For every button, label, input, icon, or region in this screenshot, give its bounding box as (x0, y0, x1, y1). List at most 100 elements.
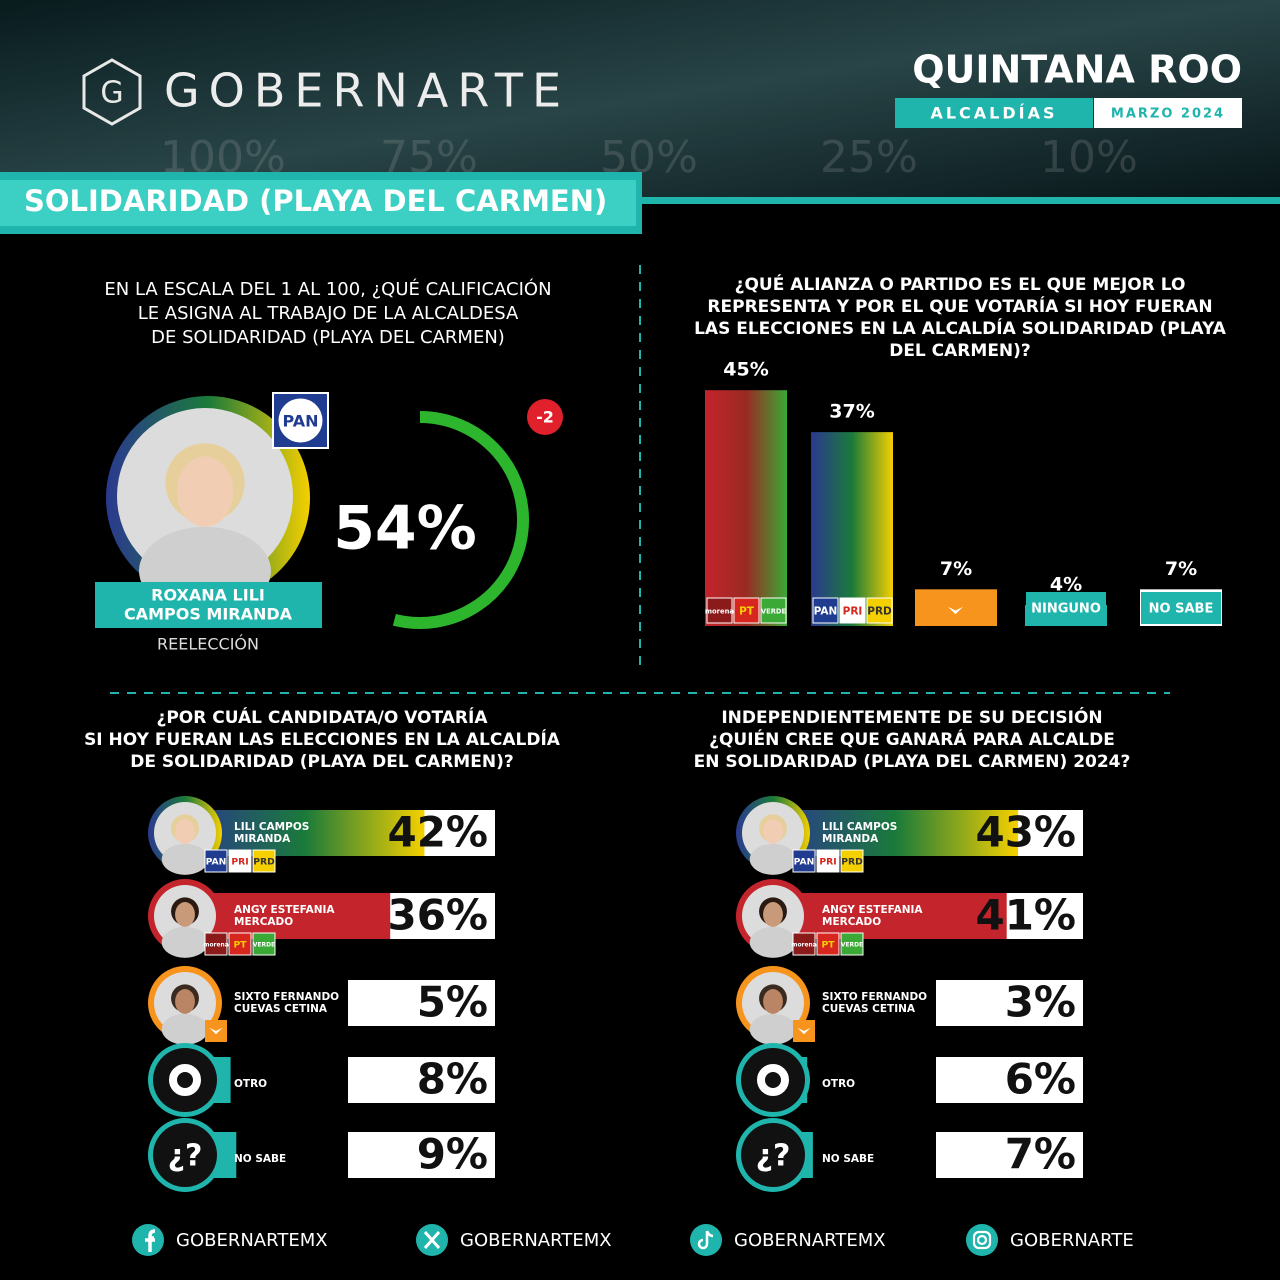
social-glyph (423, 1231, 441, 1249)
candidate-name: SIXTO FERNANDO (822, 991, 927, 1003)
value-label: 45% (723, 359, 768, 381)
bar (811, 432, 893, 626)
candidate-name: LILI CAMPOS (822, 821, 897, 833)
party-label: morena (705, 608, 734, 616)
category-label: NINGUNO (1031, 602, 1101, 617)
approval-value: 54% (333, 494, 477, 564)
photo-face (175, 902, 195, 927)
party-label: PRD (253, 857, 275, 868)
party-label: PT (233, 940, 247, 951)
social-glyph (697, 1230, 714, 1250)
party-emblem (948, 606, 963, 615)
photo-body (161, 843, 209, 875)
category-label: NO SABE (1149, 602, 1214, 617)
value-label: 8% (417, 1055, 488, 1104)
party-badge (252, 849, 276, 873)
question: EN LA ESCALA DEL 1 AL 100, ¿QUÉ CALIFICA… (104, 278, 551, 300)
party-badge (840, 932, 864, 956)
candidate-name: NO SABE (234, 1153, 286, 1165)
header-strip (640, 197, 1280, 204)
party-label: PRD (867, 606, 892, 618)
approval-arc (392, 411, 529, 629)
social-icon (966, 1224, 998, 1256)
avatar (153, 1048, 217, 1112)
party-label: VERDE (253, 942, 275, 949)
party-label: VERDE (841, 942, 863, 949)
candidate-name: MERCADO (822, 916, 881, 928)
other-icon (169, 1064, 201, 1096)
change-badge (527, 399, 563, 435)
chart-title: ¿QUIÉN CREE QUE GANARÁ PARA ALCALDE (709, 728, 1115, 750)
candidate-name: ANGY ESTEFANIA (234, 904, 335, 916)
chart-title: DEL CARMEN)? (889, 341, 1031, 361)
bar (773, 893, 1007, 939)
value-label: 5% (417, 978, 488, 1027)
change: -2 (536, 408, 554, 427)
state: QUINTANA ROO (912, 48, 1242, 92)
value-label: 4% (1050, 574, 1082, 596)
party-label: PRI (819, 857, 836, 868)
bar (773, 810, 1019, 856)
party-label: PRI (231, 857, 248, 868)
category-box (1141, 592, 1221, 624)
party-badge (760, 597, 787, 624)
section-box (895, 98, 1093, 128)
party-label: PRI (843, 606, 863, 618)
party-label: morena (203, 942, 228, 949)
party-badge (204, 849, 228, 873)
social-glyph (972, 1230, 992, 1250)
chart-title: REPRESENTA Y POR EL QUE VOTARÍA SI HOY F… (707, 295, 1212, 317)
party-badge (252, 932, 276, 956)
section: ALCALDÍAS (930, 104, 1057, 123)
party-badge (816, 849, 840, 873)
name-box (95, 582, 322, 628)
candidate-name: CUEVAS CETINA (234, 1003, 328, 1015)
candidate-name: OTRO (234, 1078, 267, 1090)
chart-title: EN SOLIDARIDAD (PLAYA DEL CARMEN) 2024? (694, 752, 1131, 772)
question: LE ASIGNA AL TRABAJO DE LA ALCALDESA (138, 303, 519, 324)
date: MARZO 2024 (1111, 107, 1225, 122)
bar (705, 390, 787, 626)
photo-body (161, 1013, 209, 1045)
municipality: SOLIDARIDAD (PLAYA DEL CARMEN) (24, 184, 607, 218)
party-badge (792, 849, 816, 873)
value-label: 6% (1005, 1055, 1076, 1104)
date-box (1094, 98, 1242, 128)
value-label: 7% (940, 558, 972, 580)
candidate-name: NO SABE (822, 1153, 874, 1165)
social-handle: GOBERNARTEMX (734, 1230, 886, 1251)
social-glyph (145, 1229, 156, 1252)
party-badge (840, 849, 864, 873)
party-badge (792, 932, 816, 956)
avatar (741, 1048, 805, 1112)
party-badge (839, 597, 866, 624)
chart-title: INDEPENDIENTEMENTE DE SU DECISIÓN (721, 706, 1102, 728)
party-badge (228, 849, 252, 873)
party-badge (816, 932, 840, 956)
photo-face (176, 456, 234, 527)
party-badge (866, 597, 893, 624)
unknown-icon: ¿? (168, 1139, 203, 1174)
candidate-name: SIXTO FERNANDO (234, 991, 339, 1003)
party-logo-ring (278, 398, 323, 443)
background-label: 10% (1040, 132, 1138, 183)
value-box (348, 1132, 495, 1178)
photo-face (763, 989, 783, 1014)
photo-body (749, 926, 797, 958)
value-label: 7% (1005, 1130, 1076, 1179)
candidate-name: MERCADO (234, 916, 293, 928)
candidate-name: CUEVAS CETINA (822, 1003, 916, 1015)
value-label: 41% (975, 891, 1076, 940)
candidate-name: ROXANA LILI (151, 586, 265, 605)
value-label: 3% (1005, 978, 1076, 1027)
value-label: 36% (387, 891, 488, 940)
unknown-icon: ¿? (756, 1139, 791, 1174)
party-label: PT (739, 606, 755, 618)
value-box (936, 1132, 1083, 1178)
party-label: PRD (841, 857, 863, 868)
party-badge (204, 932, 228, 956)
value-box (348, 980, 495, 1026)
party-logo: PAN (282, 412, 318, 431)
photo-face (175, 989, 195, 1014)
